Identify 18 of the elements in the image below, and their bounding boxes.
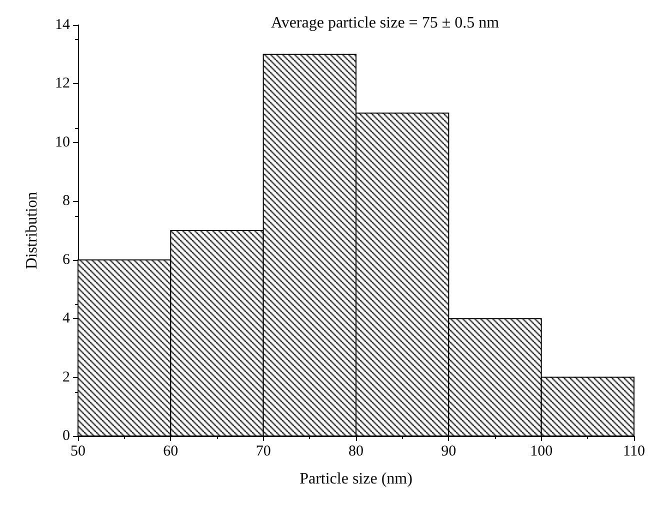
x-tick-label: 100 bbox=[530, 444, 553, 460]
x-tick-label: 110 bbox=[623, 444, 645, 460]
chart-title: Average particle size = 75 ± 0.5 nm bbox=[270, 14, 500, 32]
x-tick-label: 60 bbox=[163, 444, 178, 460]
y-axis-title: Distribution bbox=[24, 192, 40, 270]
x-tick-label: 90 bbox=[441, 444, 456, 460]
y-tick-label: 6 bbox=[62, 252, 70, 268]
y-tick-label: 4 bbox=[62, 310, 70, 327]
x-axis-title: Particle size (nm) bbox=[300, 470, 412, 488]
y-tick-label: 12 bbox=[55, 76, 70, 92]
y-tick-label: 2 bbox=[62, 369, 70, 386]
y-tick-label: 14 bbox=[55, 17, 70, 33]
x-tick-label: 50 bbox=[70, 444, 86, 460]
x-tick-label: 70 bbox=[256, 444, 271, 460]
x-tick-label: 80 bbox=[348, 444, 364, 460]
y-tick-label: 10 bbox=[55, 134, 70, 150]
y-tick-label: 8 bbox=[62, 193, 70, 210]
y-tick-label: 0 bbox=[62, 428, 70, 444]
